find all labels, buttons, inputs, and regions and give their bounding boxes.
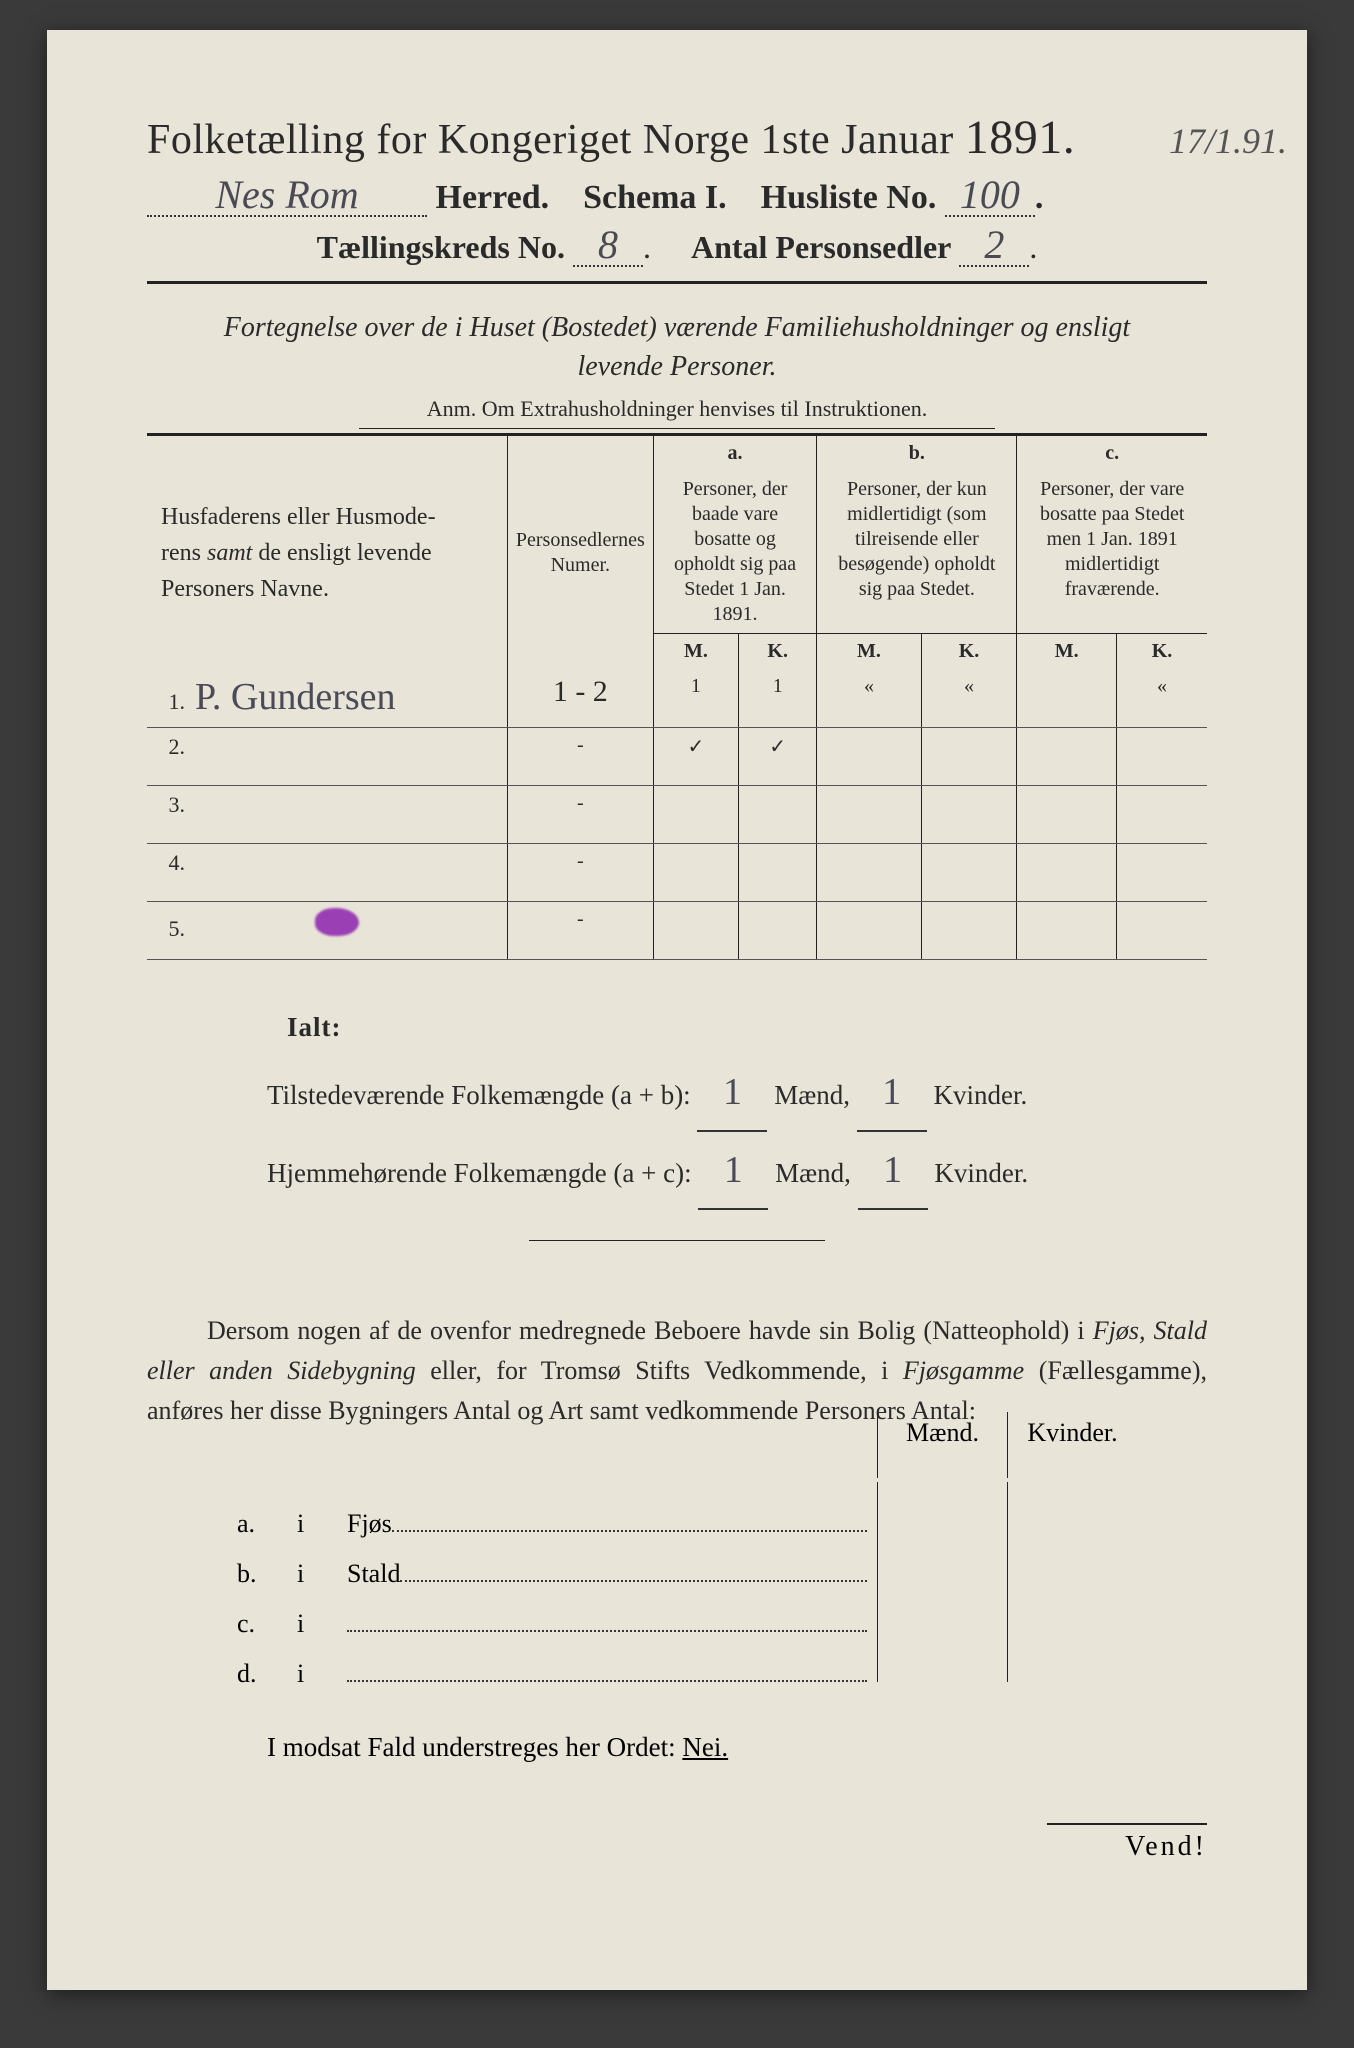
col-a-desc: Personer, der baade vare bosatte og opho… <box>653 471 817 634</box>
bt-maend: Mænd. <box>877 1412 1007 1478</box>
ink-blob <box>315 908 359 936</box>
husliste-label: Husliste No. <box>761 179 937 216</box>
totals-line-1: Tilstedeværende Folkemængde (a + b): 1 M… <box>267 1054 1207 1132</box>
title-year: 1891. <box>965 111 1076 164</box>
col-b-desc: Personer, der kun midlertidigt (som tilr… <box>817 471 1017 634</box>
table-row: 4. - <box>147 843 1207 901</box>
building-table: Mænd. Kvinder. a. i Fjøs b. i Stald c. i… <box>237 1452 1137 1682</box>
col-a-k: K. <box>739 634 817 670</box>
kreds-label: Tællingskreds No. <box>317 229 565 265</box>
building-table-head: Mænd. Kvinder. <box>877 1412 1137 1478</box>
table-row: 1.P. Gundersen 1 - 2 1 1 « « « <box>147 669 1207 727</box>
bt-kvinder: Kvinder. <box>1007 1412 1137 1478</box>
schema-label: Schema I. <box>583 179 727 216</box>
col-c-label: c. <box>1017 435 1207 472</box>
col-b-k: K. <box>921 634 1017 670</box>
table-row: 5. - <box>147 901 1207 959</box>
subtitle-line-2: levende Personer. <box>577 351 776 382</box>
margin-date: 17/1.91. <box>1169 120 1287 162</box>
col-c-m: M. <box>1017 634 1117 670</box>
nei-word: Nei. <box>682 1732 728 1762</box>
title-prefix: Folketælling for Kongeriget Norge 1ste J… <box>147 117 954 163</box>
divider <box>147 281 1207 284</box>
title-line: Folketælling for Kongeriget Norge 1ste J… <box>147 110 1207 165</box>
col-a-label: a. <box>653 435 817 472</box>
divider-thin <box>359 428 995 429</box>
totals-section: Ialt: Tilstedeværende Folkemængde (a + b… <box>267 1000 1207 1210</box>
header-line-3: Tællingskreds No. 8. Antal Personsedler … <box>147 225 1207 267</box>
header-line-2: Nes Rom Herred. Schema I. Husliste No. 1… <box>147 175 1207 217</box>
col-header-number: Personsedlernes Numer. <box>507 435 653 670</box>
col-c-desc: Personer, der vare bosatte paa Stedet me… <box>1017 471 1207 634</box>
vend-label: Vend! <box>1047 1823 1207 1863</box>
divider-mid <box>529 1240 826 1241</box>
col-b-label: b. <box>817 435 1017 472</box>
table-row: 3. - <box>147 785 1207 843</box>
col-header-name: Husfaderens eller Husmode-rens samt de e… <box>147 435 507 670</box>
col-a-m: M. <box>653 634 738 670</box>
household-table: Husfaderens eller Husmode-rens samt de e… <box>147 433 1207 960</box>
kreds-value: 8 <box>573 225 643 267</box>
building-row: a. i Fjøs <box>237 1482 1137 1532</box>
annotation-note: Anm. Om Extrahusholdninger henvises til … <box>147 396 1207 422</box>
subtitle-line-1: Fortegnelse over de i Huset (Bostedet) v… <box>224 312 1130 343</box>
col-b-m: M. <box>817 634 921 670</box>
building-row: b. i Stald <box>237 1532 1137 1582</box>
personsedler-label: Antal Personsedler <box>691 229 951 265</box>
table-row: 2. - ✓ ✓ <box>147 727 1207 785</box>
row-1-name: P. Gundersen <box>195 675 396 719</box>
building-row: c. i <box>237 1582 1137 1632</box>
modsat-line: I modsat Fald understreges her Ordet: Ne… <box>267 1732 1207 1763</box>
herred-value: Nes Rom <box>147 175 427 217</box>
building-row: d. i <box>237 1632 1137 1682</box>
row-1-num: 1 - 2 <box>507 669 653 727</box>
totals-heading: Ialt: <box>287 1000 1207 1054</box>
subtitle: Fortegnelse over de i Huset (Bostedet) v… <box>147 308 1207 386</box>
herred-label: Herred. <box>436 179 550 216</box>
husliste-value: 100 <box>945 175 1035 217</box>
census-form-page: 17/1.91. Folketælling for Kongeriget Nor… <box>47 30 1307 1990</box>
personsedler-value: 2 <box>959 225 1029 267</box>
col-c-k: K. <box>1117 634 1207 670</box>
totals-line-2: Hjemmehørende Folkemængde (a + c): 1 Mæn… <box>267 1132 1207 1210</box>
